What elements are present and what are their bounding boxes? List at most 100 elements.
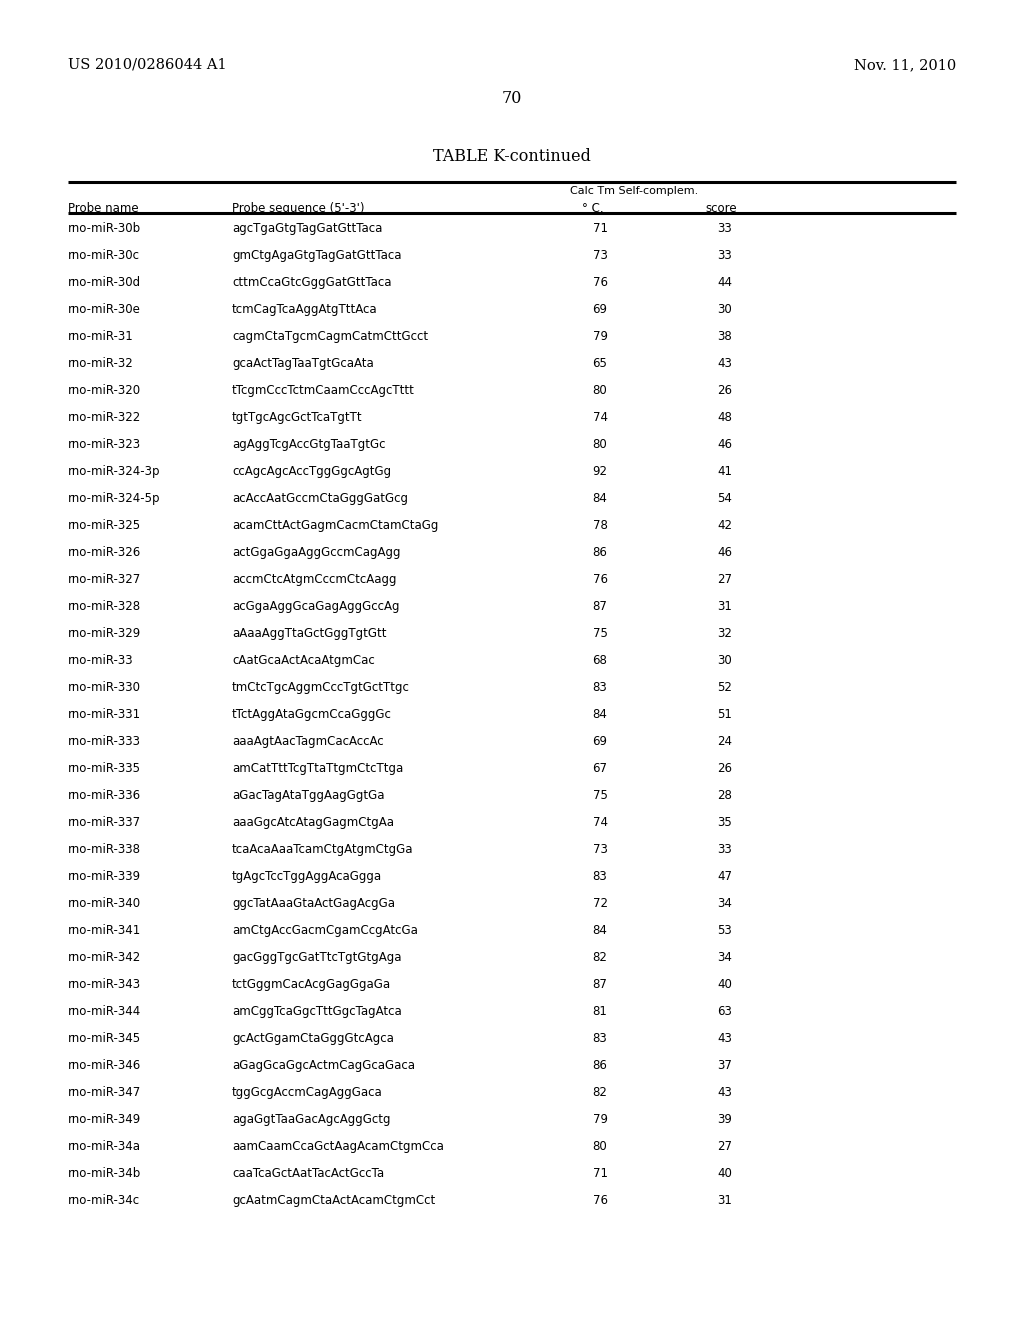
Text: amCatTttTcgTtaTtgmCtcTtga: amCatTttTcgTtaTtgmCtcTtga: [232, 762, 403, 775]
Text: 71: 71: [593, 222, 607, 235]
Text: Calc Tm Self-complem.: Calc Tm Self-complem.: [570, 186, 698, 195]
Text: 73: 73: [593, 249, 607, 261]
Text: 81: 81: [593, 1005, 607, 1018]
Text: tggGcgAccmCagAggGaca: tggGcgAccmCagAggGaca: [232, 1086, 383, 1100]
Text: tmCtcTgcAggmCccTgtGctTtgc: tmCtcTgcAggmCccTgtGctTtgc: [232, 681, 410, 694]
Text: 53: 53: [718, 924, 732, 937]
Text: rno-miR-333: rno-miR-333: [68, 735, 141, 748]
Text: 51: 51: [718, 708, 732, 721]
Text: rno-miR-31: rno-miR-31: [68, 330, 134, 343]
Text: amCggTcaGgcTttGgcTagAtca: amCggTcaGgcTttGgcTagAtca: [232, 1005, 401, 1018]
Text: rno-miR-341: rno-miR-341: [68, 924, 141, 937]
Text: rno-miR-340: rno-miR-340: [68, 898, 141, 909]
Text: tctGggmCacAcgGagGgaGa: tctGggmCacAcgGagGgaGa: [232, 978, 391, 991]
Text: 43: 43: [718, 1032, 732, 1045]
Text: rno-miR-34b: rno-miR-34b: [68, 1167, 141, 1180]
Text: 43: 43: [718, 1086, 732, 1100]
Text: 37: 37: [718, 1059, 732, 1072]
Text: 79: 79: [593, 1113, 607, 1126]
Text: 24: 24: [718, 735, 732, 748]
Text: tcmCagTcaAggAtgTttAca: tcmCagTcaAggAtgTttAca: [232, 304, 378, 315]
Text: 83: 83: [593, 1032, 607, 1045]
Text: 30: 30: [718, 304, 732, 315]
Text: TABLE K-continued: TABLE K-continued: [433, 148, 591, 165]
Text: aamCaamCcaGctAagAcamCtgmCca: aamCaamCcaGctAagAcamCtgmCca: [232, 1140, 443, 1152]
Text: 34: 34: [718, 898, 732, 909]
Text: 83: 83: [593, 681, 607, 694]
Text: rno-miR-330: rno-miR-330: [68, 681, 141, 694]
Text: rno-miR-32: rno-miR-32: [68, 356, 134, 370]
Text: gacGggTgcGatTtcTgtGtgAga: gacGggTgcGatTtcTgtGtgAga: [232, 950, 401, 964]
Text: 35: 35: [718, 816, 732, 829]
Text: 43: 43: [718, 356, 732, 370]
Text: 33: 33: [718, 249, 732, 261]
Text: 79: 79: [593, 330, 607, 343]
Text: rno-miR-338: rno-miR-338: [68, 843, 141, 855]
Text: 75: 75: [593, 627, 607, 640]
Text: 30: 30: [718, 653, 732, 667]
Text: agcTgaGtgTagGatGttTaca: agcTgaGtgTagGatGttTaca: [232, 222, 382, 235]
Text: 38: 38: [718, 330, 732, 343]
Text: rno-miR-339: rno-miR-339: [68, 870, 141, 883]
Text: 87: 87: [593, 601, 607, 612]
Text: rno-miR-30d: rno-miR-30d: [68, 276, 141, 289]
Text: agAggTcgAccGtgTaaTgtGc: agAggTcgAccGtgTaaTgtGc: [232, 438, 385, 451]
Text: rno-miR-323: rno-miR-323: [68, 438, 141, 451]
Text: rno-miR-347: rno-miR-347: [68, 1086, 141, 1100]
Text: 72: 72: [593, 898, 607, 909]
Text: 84: 84: [593, 492, 607, 506]
Text: 26: 26: [718, 384, 732, 397]
Text: tTcgmCccTctmCaamCccAgcTttt: tTcgmCccTctmCaamCccAgcTttt: [232, 384, 415, 397]
Text: actGgaGgaAggGccmCagAgg: actGgaGgaAggGccmCagAgg: [232, 546, 400, 558]
Text: gcAatmCagmCtaActAcamCtgmCct: gcAatmCagmCtaActAcamCtgmCct: [232, 1195, 435, 1206]
Text: cAatGcaActAcaAtgmCac: cAatGcaActAcaAtgmCac: [232, 653, 375, 667]
Text: aAaaAggTtaGctGggTgtGtt: aAaaAggTtaGctGggTgtGtt: [232, 627, 386, 640]
Text: aGacTagAtaTggAagGgtGa: aGacTagAtaTggAagGgtGa: [232, 789, 384, 803]
Text: 76: 76: [593, 573, 607, 586]
Text: accmCtcAtgmCccmCtcAagg: accmCtcAtgmCccmCtcAagg: [232, 573, 396, 586]
Text: 47: 47: [718, 870, 732, 883]
Text: tcaAcaAaaTcamCtgAtgmCtgGa: tcaAcaAaaTcamCtgAtgmCtgGa: [232, 843, 414, 855]
Text: rno-miR-345: rno-miR-345: [68, 1032, 141, 1045]
Text: rno-miR-33: rno-miR-33: [68, 653, 133, 667]
Text: US 2010/0286044 A1: US 2010/0286044 A1: [68, 58, 226, 73]
Text: rno-miR-329: rno-miR-329: [68, 627, 141, 640]
Text: acGgaAggGcaGagAggGccAg: acGgaAggGcaGagAggGccAg: [232, 601, 399, 612]
Text: rno-miR-343: rno-miR-343: [68, 978, 141, 991]
Text: 52: 52: [718, 681, 732, 694]
Text: score: score: [705, 202, 736, 215]
Text: rno-miR-336: rno-miR-336: [68, 789, 141, 803]
Text: rno-miR-337: rno-miR-337: [68, 816, 141, 829]
Text: agaGgtTaaGacAgcAggGctg: agaGgtTaaGacAgcAggGctg: [232, 1113, 390, 1126]
Text: 75: 75: [593, 789, 607, 803]
Text: cagmCtaTgcmCagmCatmCttGcct: cagmCtaTgcmCagmCatmCttGcct: [232, 330, 428, 343]
Text: 40: 40: [718, 1167, 732, 1180]
Text: Probe sequence (5'-3'): Probe sequence (5'-3'): [232, 202, 365, 215]
Text: 27: 27: [718, 1140, 732, 1152]
Text: rno-miR-320: rno-miR-320: [68, 384, 141, 397]
Text: 86: 86: [593, 1059, 607, 1072]
Text: rno-miR-322: rno-miR-322: [68, 411, 141, 424]
Text: 34: 34: [718, 950, 732, 964]
Text: gmCtgAgaGtgTagGatGttTaca: gmCtgAgaGtgTagGatGttTaca: [232, 249, 401, 261]
Text: rno-miR-34a: rno-miR-34a: [68, 1140, 141, 1152]
Text: rno-miR-346: rno-miR-346: [68, 1059, 141, 1072]
Text: 69: 69: [593, 304, 607, 315]
Text: 46: 46: [718, 546, 732, 558]
Text: 65: 65: [593, 356, 607, 370]
Text: rno-miR-30e: rno-miR-30e: [68, 304, 141, 315]
Text: gcaActTagTaaTgtGcaAta: gcaActTagTaaTgtGcaAta: [232, 356, 374, 370]
Text: 73: 73: [593, 843, 607, 855]
Text: 92: 92: [593, 465, 607, 478]
Text: 69: 69: [593, 735, 607, 748]
Text: 63: 63: [718, 1005, 732, 1018]
Text: 33: 33: [718, 222, 732, 235]
Text: 84: 84: [593, 924, 607, 937]
Text: 83: 83: [593, 870, 607, 883]
Text: 80: 80: [593, 438, 607, 451]
Text: 78: 78: [593, 519, 607, 532]
Text: 54: 54: [718, 492, 732, 506]
Text: rno-miR-30c: rno-miR-30c: [68, 249, 140, 261]
Text: rno-miR-326: rno-miR-326: [68, 546, 141, 558]
Text: aaaAgtAacTagmCacAccAc: aaaAgtAacTagmCacAccAc: [232, 735, 384, 748]
